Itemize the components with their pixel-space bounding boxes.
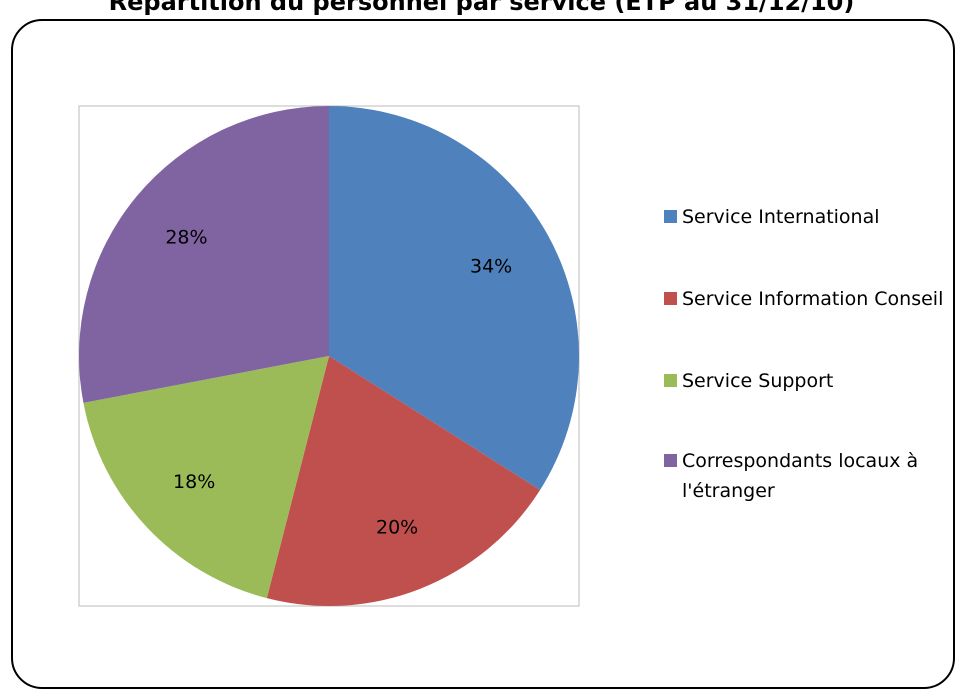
data-label: 18% xyxy=(173,471,215,493)
legend-item: Service Support xyxy=(664,366,954,396)
data-label: 34% xyxy=(470,255,512,277)
data-label: 20% xyxy=(376,517,418,539)
legend-item: Correspondants locaux à l'étranger xyxy=(664,446,954,506)
legend-label: Service Information Conseil xyxy=(682,288,944,310)
pie-slice xyxy=(78,106,329,403)
pie-slice xyxy=(329,106,579,490)
legend-swatch xyxy=(664,210,677,223)
legend-item: Service Information Conseil xyxy=(664,284,954,314)
legend-swatch xyxy=(664,292,677,305)
pie-slice xyxy=(83,356,329,599)
pie-slice xyxy=(266,356,541,607)
legend-item: Service International xyxy=(664,202,954,232)
legend-swatch xyxy=(664,454,677,467)
chart-title: Répartition du personnel par service (ET… xyxy=(108,0,855,16)
legend-label: Service Support xyxy=(682,370,834,392)
legend-label: Service International xyxy=(682,206,880,228)
legend-label: Correspondants locaux à l'étranger xyxy=(682,450,919,502)
data-label: 28% xyxy=(165,227,207,249)
legend-swatch xyxy=(664,374,677,387)
